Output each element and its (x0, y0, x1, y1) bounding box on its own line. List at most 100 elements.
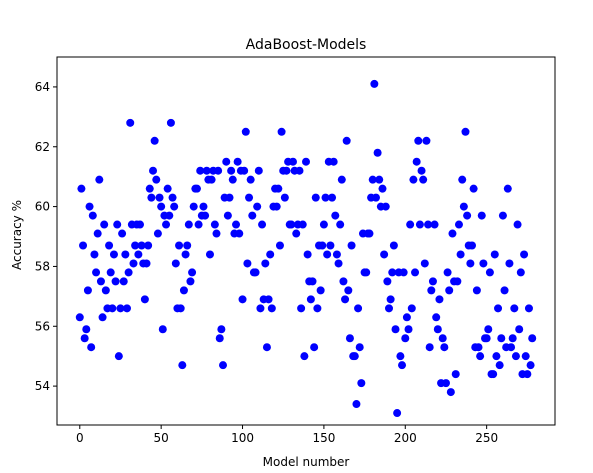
point (264, 295, 273, 304)
point (121, 250, 130, 259)
point (393, 409, 402, 418)
point (347, 241, 356, 250)
point (87, 343, 96, 352)
point (287, 220, 296, 229)
point (100, 220, 109, 229)
point (77, 184, 86, 193)
point (205, 250, 214, 259)
point (207, 175, 216, 184)
point (494, 304, 503, 313)
point (277, 127, 286, 136)
point (433, 325, 442, 334)
y-tick-label: 58 (35, 259, 50, 273)
point (95, 175, 104, 184)
point (451, 370, 460, 379)
x-tick-label: 50 (154, 431, 169, 445)
point (521, 352, 530, 361)
point (145, 184, 154, 193)
point (275, 241, 284, 250)
point (334, 259, 343, 268)
point (459, 202, 468, 211)
point (510, 304, 519, 313)
point (399, 268, 408, 277)
point (171, 259, 180, 268)
point (153, 229, 162, 238)
point (253, 202, 262, 211)
point (142, 259, 151, 268)
point (520, 250, 529, 259)
point (319, 220, 328, 229)
point (194, 220, 203, 229)
point (303, 250, 312, 259)
point (495, 361, 504, 370)
point (500, 286, 509, 295)
y-tick-label: 56 (35, 319, 50, 333)
point (228, 175, 237, 184)
point (274, 184, 283, 193)
point (311, 193, 320, 202)
point (381, 202, 390, 211)
point (178, 361, 187, 370)
point (272, 202, 281, 211)
point (313, 304, 322, 313)
point (241, 127, 250, 136)
point (503, 184, 512, 193)
point (414, 136, 423, 145)
point (295, 166, 304, 175)
point (150, 136, 159, 145)
point (176, 304, 185, 313)
x-tick-label: 0 (76, 431, 84, 445)
point (411, 268, 420, 277)
point (469, 184, 478, 193)
point (368, 175, 377, 184)
point (389, 241, 398, 250)
point (466, 259, 475, 268)
point (497, 334, 506, 343)
point (158, 325, 167, 334)
point (388, 268, 397, 277)
point (79, 241, 88, 250)
point (168, 193, 177, 202)
point (88, 211, 97, 220)
point (181, 250, 190, 259)
point (337, 175, 346, 184)
point (396, 352, 405, 361)
point (157, 202, 166, 211)
point (114, 352, 123, 361)
point (267, 304, 276, 313)
point (258, 220, 267, 229)
point (404, 325, 413, 334)
point (165, 211, 174, 220)
point (227, 166, 236, 175)
point (162, 220, 171, 229)
point (485, 268, 494, 277)
point (329, 157, 338, 166)
point (82, 325, 91, 334)
point (398, 361, 407, 370)
point (420, 259, 429, 268)
point (318, 241, 327, 250)
point (489, 370, 498, 379)
point (251, 268, 260, 277)
x-tick-label: 250 (475, 431, 498, 445)
point (210, 220, 219, 229)
point (468, 241, 476, 250)
point (288, 157, 297, 166)
point (306, 295, 315, 304)
point (524, 304, 533, 313)
point (262, 343, 271, 352)
point (233, 157, 242, 166)
point (149, 166, 158, 175)
point (113, 220, 122, 229)
point (402, 313, 411, 322)
point (479, 259, 488, 268)
point (238, 295, 247, 304)
point (484, 325, 493, 334)
point (214, 166, 223, 175)
point (80, 334, 89, 343)
point (189, 202, 198, 211)
point (124, 268, 133, 277)
point (219, 361, 227, 370)
point (98, 313, 107, 322)
